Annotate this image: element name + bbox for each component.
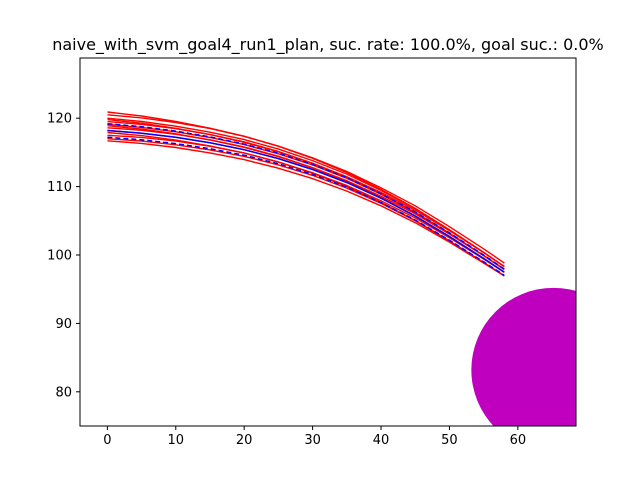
x-tick-label: 0 (103, 433, 111, 448)
y-tick-label: 80 (55, 385, 72, 400)
x-tick-label: 40 (373, 433, 390, 448)
x-tick-label: 10 (168, 433, 185, 448)
plan-uncertainty-band (107, 136, 505, 276)
goal-region (471, 287, 576, 426)
y-axis: 80 90 100 110 120 (47, 112, 80, 400)
planned-path (107, 129, 505, 273)
x-tick-label: 50 (441, 433, 458, 448)
y-tick-label: 90 (55, 317, 72, 332)
x-tick-label: 20 (236, 433, 253, 448)
rollout-trajectory (107, 131, 505, 273)
rollout-trajectory (107, 111, 505, 264)
x-axis: 0 10 20 30 40 50 60 (103, 426, 526, 448)
chart-title: naive_with_svm_goal4_run1_plan, suc. rat… (52, 35, 604, 55)
axes-frame (79, 57, 577, 427)
plot-area (107, 111, 576, 426)
x-tick-label: 60 (510, 433, 527, 448)
plan-uncertainty-band (107, 122, 505, 270)
y-tick-label: 110 (47, 180, 72, 195)
y-tick-label: 100 (47, 248, 72, 263)
y-tick-label: 120 (47, 112, 72, 127)
x-tick-label: 30 (304, 433, 321, 448)
rollout-trajectory (107, 140, 505, 277)
